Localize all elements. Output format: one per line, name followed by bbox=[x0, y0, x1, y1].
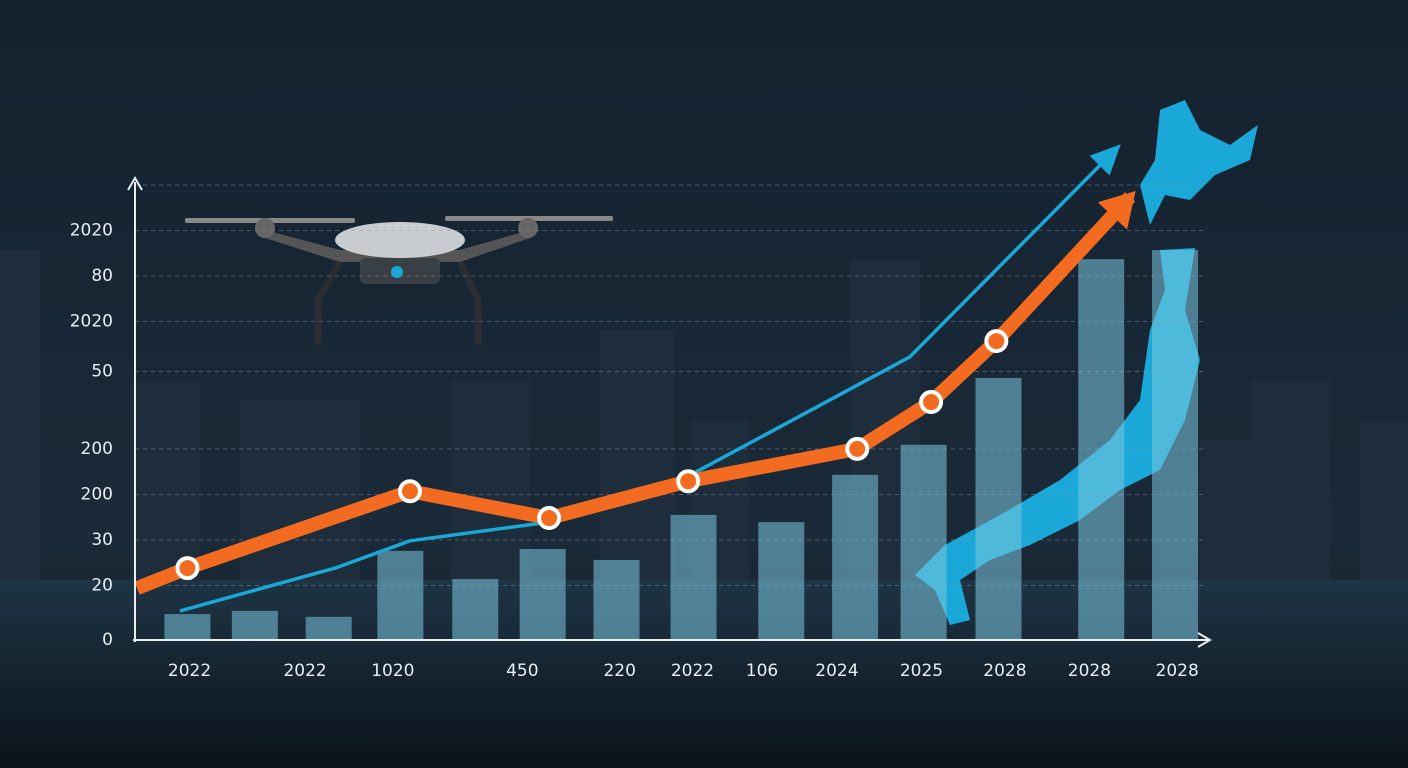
bar bbox=[975, 377, 1022, 640]
x-tick-label: 1020 bbox=[371, 661, 414, 681]
y-tick-label: 80 bbox=[91, 266, 113, 286]
y-tick-label: 20 bbox=[91, 575, 113, 595]
y-tick-label: 200 bbox=[81, 439, 113, 459]
x-axis bbox=[133, 632, 1212, 648]
bar bbox=[452, 579, 499, 640]
x-tick-label: 2028 bbox=[1156, 661, 1199, 681]
x-tick-label: 2028 bbox=[1068, 661, 1111, 681]
point-marker bbox=[175, 556, 200, 581]
y-tick-label: 0 bbox=[102, 630, 113, 650]
y-tick-label: 50 bbox=[91, 362, 113, 382]
bar bbox=[593, 559, 640, 640]
point-marker bbox=[676, 469, 701, 494]
bar bbox=[519, 549, 566, 640]
bar bbox=[231, 610, 278, 640]
point-marker bbox=[919, 390, 944, 415]
x-tick-label: 2024 bbox=[815, 661, 858, 681]
arrow-head bbox=[1089, 144, 1121, 176]
x-tick-label: 450 bbox=[506, 661, 538, 681]
x-tick-label: 2022 bbox=[283, 661, 326, 681]
y-tick-label: 2020 bbox=[70, 312, 113, 332]
point-marker bbox=[984, 329, 1009, 354]
drone bbox=[185, 216, 613, 345]
x-tick-label: 220 bbox=[603, 661, 635, 681]
bar bbox=[1152, 250, 1199, 640]
arrow-head bbox=[1097, 190, 1136, 230]
x-tick-label: 2025 bbox=[900, 661, 943, 681]
bar bbox=[758, 522, 805, 640]
bar bbox=[305, 616, 352, 640]
bar bbox=[1078, 259, 1125, 640]
point-marker bbox=[845, 436, 870, 461]
x-tick-label: 2022 bbox=[671, 661, 714, 681]
y-axis bbox=[127, 176, 143, 642]
x-tick-label: 2022 bbox=[168, 661, 211, 681]
x-tick-label: 106 bbox=[746, 661, 778, 681]
y-tick-label: 2020 bbox=[70, 221, 113, 241]
point-marker bbox=[397, 479, 422, 504]
bar bbox=[670, 514, 717, 640]
bar bbox=[832, 474, 879, 640]
bar bbox=[164, 614, 211, 640]
y-tick-label: 200 bbox=[81, 484, 113, 504]
bar bbox=[377, 550, 424, 640]
point-marker bbox=[537, 506, 562, 531]
y-tick-label: 30 bbox=[91, 530, 113, 550]
bar bbox=[900, 444, 947, 640]
x-tick-label: 2028 bbox=[983, 661, 1026, 681]
